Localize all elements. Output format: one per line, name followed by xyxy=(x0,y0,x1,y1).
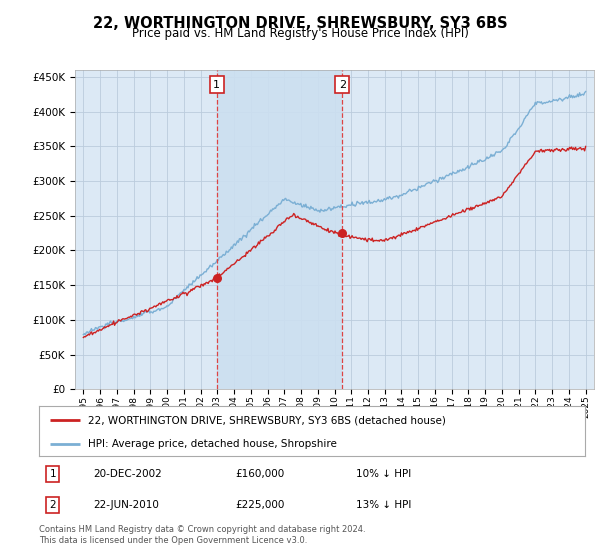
Text: 1: 1 xyxy=(49,469,56,479)
Text: 22-JUN-2010: 22-JUN-2010 xyxy=(94,500,160,510)
Text: 10% ↓ HPI: 10% ↓ HPI xyxy=(356,469,411,479)
Text: 22, WORTHINGTON DRIVE, SHREWSBURY, SY3 6BS: 22, WORTHINGTON DRIVE, SHREWSBURY, SY3 6… xyxy=(92,16,508,31)
Point xyxy=(212,274,221,283)
Text: 13% ↓ HPI: 13% ↓ HPI xyxy=(356,500,411,510)
Text: 22, WORTHINGTON DRIVE, SHREWSBURY, SY3 6BS (detached house): 22, WORTHINGTON DRIVE, SHREWSBURY, SY3 6… xyxy=(88,415,446,425)
Text: Contains HM Land Registry data © Crown copyright and database right 2024.
This d: Contains HM Land Registry data © Crown c… xyxy=(39,525,365,545)
Bar xyxy=(217,70,343,389)
Text: 1: 1 xyxy=(214,80,220,90)
Text: £225,000: £225,000 xyxy=(236,500,285,510)
Text: 2: 2 xyxy=(49,500,56,510)
Text: £160,000: £160,000 xyxy=(236,469,285,479)
Text: Price paid vs. HM Land Registry's House Price Index (HPI): Price paid vs. HM Land Registry's House … xyxy=(131,27,469,40)
Text: 2: 2 xyxy=(339,80,346,90)
Text: 20-DEC-2002: 20-DEC-2002 xyxy=(94,469,163,479)
Text: HPI: Average price, detached house, Shropshire: HPI: Average price, detached house, Shro… xyxy=(88,439,337,449)
Point xyxy=(338,228,347,237)
